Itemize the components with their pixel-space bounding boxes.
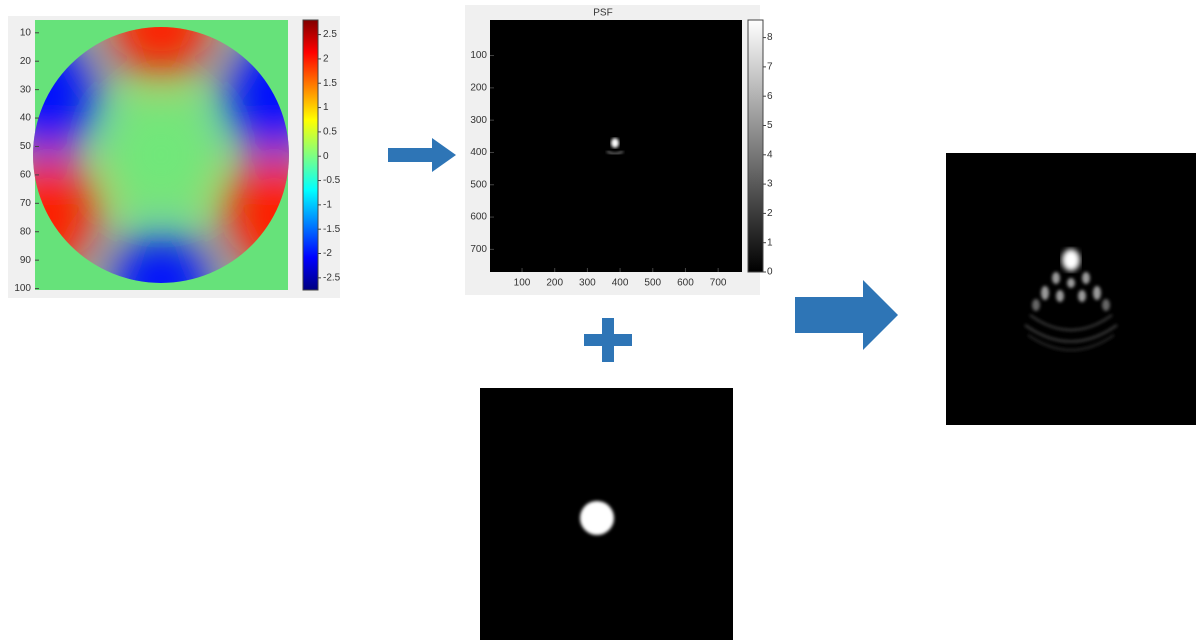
x-tick-label: 600 <box>677 278 694 289</box>
x-tick-label: 200 <box>546 278 563 289</box>
x-tick-label: 300 <box>579 278 596 289</box>
colorbar-tick-label: 1 <box>767 237 773 248</box>
arrow <box>388 138 456 172</box>
colorbar-tick-label: -1.5 <box>323 224 341 235</box>
psf-title: PSF <box>593 8 612 19</box>
colorbar-tick-label: 2 <box>767 208 773 219</box>
colorbar-tick-label: 0 <box>767 267 773 278</box>
y-tick-label: 30 <box>20 84 32 95</box>
arrow <box>795 280 898 350</box>
y-tick-label: 100 <box>14 283 31 294</box>
diagram: PSF 1020304050607080901002.521.510.50-0.… <box>0 0 1196 640</box>
x-tick-label: 700 <box>710 278 727 289</box>
y-tick-label: 200 <box>470 82 487 93</box>
colorbar-tick-label: 0 <box>323 151 329 162</box>
colorbar-tick-label: 1 <box>323 102 329 113</box>
colorbar-tick-label: -2.5 <box>323 272 341 283</box>
y-tick-label: 700 <box>470 244 487 255</box>
colorbar-tick-label: 4 <box>767 149 773 160</box>
psf-panel: PSF <box>465 5 763 295</box>
colorbar-tick-label: 2.5 <box>323 29 337 40</box>
colorbar-tick-label: -1 <box>323 200 332 211</box>
y-tick-label: 20 <box>20 56 32 67</box>
psf-spot <box>611 138 619 148</box>
y-tick-label: 100 <box>470 50 487 61</box>
colorbar <box>748 20 763 272</box>
y-tick-label: 50 <box>20 141 32 152</box>
colorbar-tick-label: 5 <box>767 120 773 131</box>
colorbar-tick-label: 8 <box>767 32 773 43</box>
y-tick-label: 60 <box>20 170 32 181</box>
colorbar-tick-label: 1.5 <box>323 78 337 89</box>
y-tick-label: 40 <box>20 113 32 124</box>
colorbar <box>303 20 318 290</box>
colorbar-tick-label: 7 <box>767 62 773 73</box>
object-spot <box>580 501 614 535</box>
y-tick-label: 90 <box>20 255 32 266</box>
y-tick-label: 600 <box>470 212 487 223</box>
wavefront-panel <box>0 0 340 325</box>
colorbar-tick-label: 3 <box>767 179 773 190</box>
colorbar-tick-label: 0.5 <box>323 127 337 138</box>
result-image <box>946 153 1196 425</box>
x-tick-label: 500 <box>644 278 661 289</box>
plus <box>584 318 632 362</box>
x-tick-label: 100 <box>514 278 531 289</box>
colorbar-tick-label: 2 <box>323 54 329 65</box>
colorbar-tick-label: -0.5 <box>323 175 341 186</box>
colorbar-tick-label: 6 <box>767 91 773 102</box>
y-tick-label: 500 <box>470 179 487 190</box>
y-tick-label: 300 <box>470 115 487 126</box>
x-tick-label: 400 <box>612 278 629 289</box>
y-tick-label: 10 <box>20 27 32 38</box>
y-tick-label: 70 <box>20 198 32 209</box>
y-tick-label: 400 <box>470 147 487 158</box>
y-tick-label: 80 <box>20 226 32 237</box>
colorbar-tick-label: -2 <box>323 248 332 259</box>
